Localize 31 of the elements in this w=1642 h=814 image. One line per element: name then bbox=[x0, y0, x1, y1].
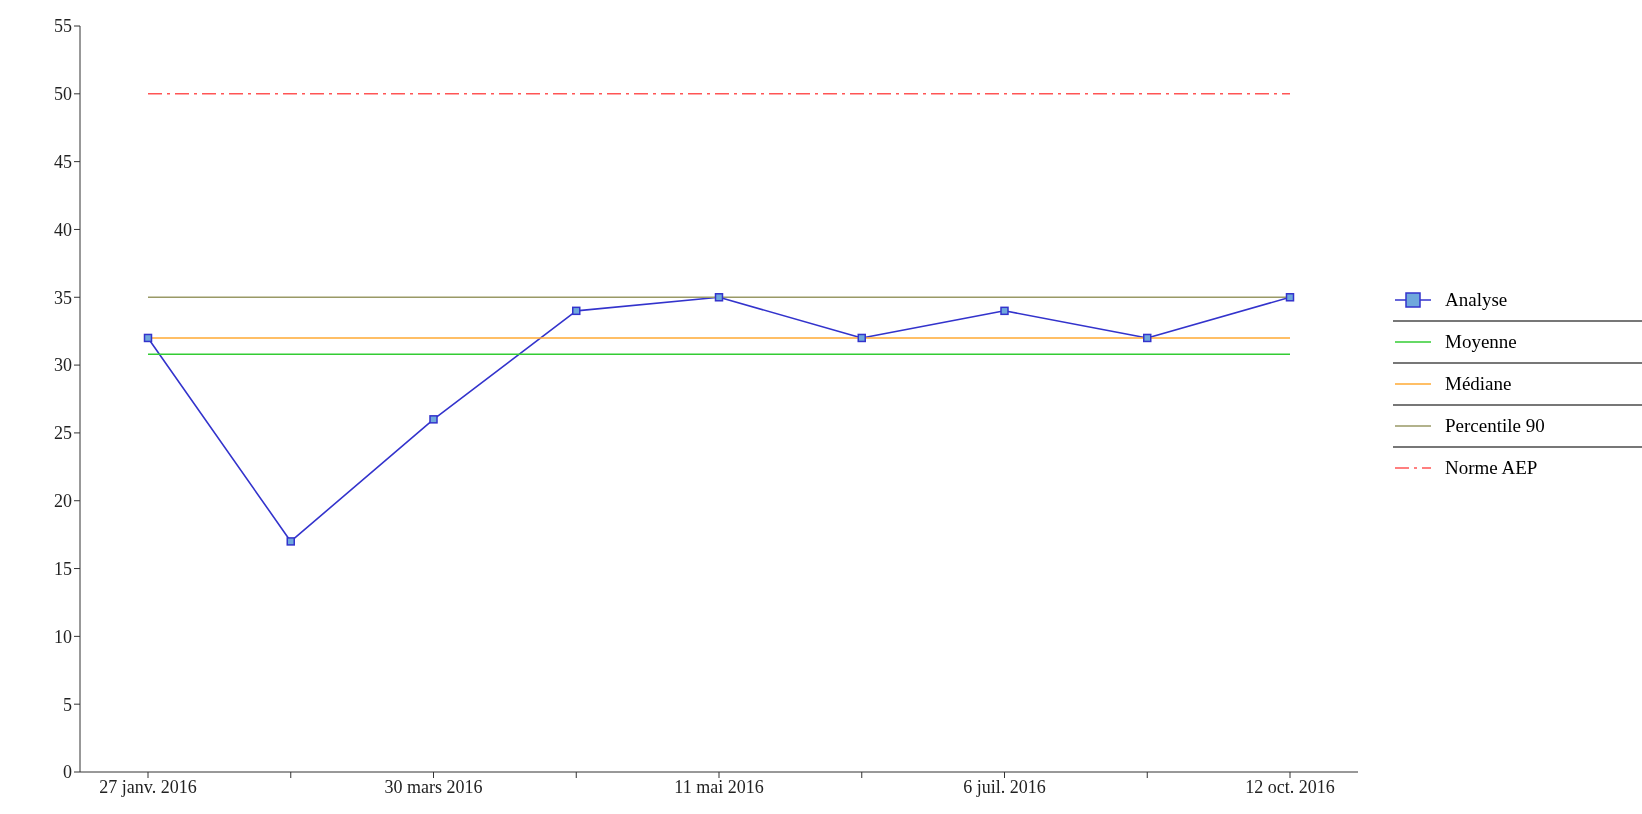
y-tick-label: 40 bbox=[54, 219, 72, 240]
y-tick-label: 30 bbox=[54, 355, 72, 376]
y-tick-label: 50 bbox=[54, 84, 72, 105]
legend-label: Médiane bbox=[1445, 373, 1512, 395]
y-tick-label: 10 bbox=[54, 626, 72, 647]
y-tick-label: 20 bbox=[54, 491, 72, 512]
point bbox=[572, 306, 581, 316]
legend-label: Percentile 90 bbox=[1445, 415, 1545, 437]
point bbox=[1285, 293, 1295, 302]
y-tick-label: 45 bbox=[54, 152, 72, 173]
x-tick-label: 6 juil. 2016 bbox=[963, 776, 1046, 797]
x-tick-label: 30 mars 2016 bbox=[384, 776, 483, 797]
point bbox=[1143, 333, 1152, 343]
x-tick-label: 27 janv. 2016 bbox=[99, 776, 197, 797]
y-tick-label: 35 bbox=[54, 287, 72, 308]
point bbox=[714, 293, 724, 302]
x-tick-label: 12 oct. 2016 bbox=[1245, 776, 1335, 797]
x-tick-label: 11 mai 2016 bbox=[674, 776, 764, 797]
point bbox=[286, 537, 295, 546]
y-tick-label: 0 bbox=[63, 762, 72, 783]
y-tick-label: 25 bbox=[54, 423, 72, 444]
point bbox=[857, 333, 866, 343]
y-tick-label: 55 bbox=[54, 16, 72, 37]
legend-label: Moyenne bbox=[1445, 331, 1517, 353]
y-tick-label: 5 bbox=[63, 694, 72, 715]
y-tick-label: 15 bbox=[54, 558, 72, 579]
legend-label: Analyse bbox=[1445, 289, 1508, 311]
point bbox=[429, 415, 438, 424]
point bbox=[1000, 306, 1009, 316]
point bbox=[143, 333, 153, 343]
legend-label: Norme AEP bbox=[1445, 457, 1538, 479]
